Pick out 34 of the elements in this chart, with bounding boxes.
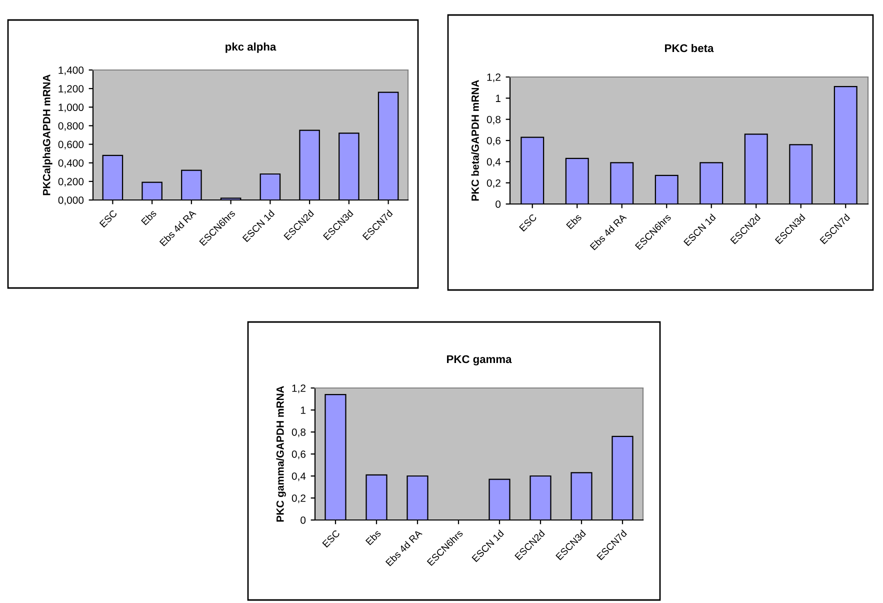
y-tick-label: 0,200 <box>58 178 84 187</box>
y-tick-label: 0 <box>496 200 501 208</box>
x-tick-label: Ebs <box>365 529 382 546</box>
y-tick-label: 0,2 <box>292 494 306 504</box>
chart-title: PKC gamma <box>447 355 512 366</box>
chart-title: PKC beta <box>665 44 714 52</box>
y-tick-label: 0,400 <box>58 159 84 168</box>
y-tick-label: 1,000 <box>58 104 84 112</box>
y-tick-label: 0,8 <box>292 428 306 438</box>
y-tick-label: 0,2 <box>486 179 500 188</box>
x-tick-label: Ebs 4d RA <box>159 209 196 246</box>
y-tick-label: 1,200 <box>58 85 84 94</box>
y-tick-label: 0,4 <box>292 472 306 482</box>
y-tick-label: 0,6 <box>292 450 306 460</box>
y-tick-label: 0,800 <box>58 122 84 131</box>
y-tick-label: 1,2 <box>292 384 306 394</box>
y-tick-label: 0,000 <box>58 196 84 206</box>
y-tick-label: 1,400 <box>58 66 84 76</box>
y-tick-label: 0,4 <box>486 158 501 167</box>
x-tick-label: Ebs 4d RA <box>590 213 627 250</box>
chart-title: pkc alpha <box>226 42 276 53</box>
y-axis-title: PKC beta/GAPDH mRNA <box>471 80 479 201</box>
y-tick-label: 1 <box>496 94 500 102</box>
y-tick-label: 0,8 <box>486 116 501 124</box>
x-tick-label: Ebs <box>140 209 157 226</box>
y-axis-title: PKCalphaGAPDH mRNA <box>42 74 52 196</box>
y-tick-label: 1,2 <box>487 74 500 82</box>
y-tick-label: 0,600 <box>58 140 84 150</box>
y-tick-label: 0 <box>300 516 306 524</box>
x-tick-label: Ebs 4d RA <box>385 529 423 566</box>
y-tick-label: 0,6 <box>486 137 501 146</box>
y-axis-title: PKC gamma/GAPDH mRNA <box>276 386 286 522</box>
x-tick-label: Ebs <box>566 213 582 230</box>
y-tick-label: 1 <box>300 406 306 414</box>
